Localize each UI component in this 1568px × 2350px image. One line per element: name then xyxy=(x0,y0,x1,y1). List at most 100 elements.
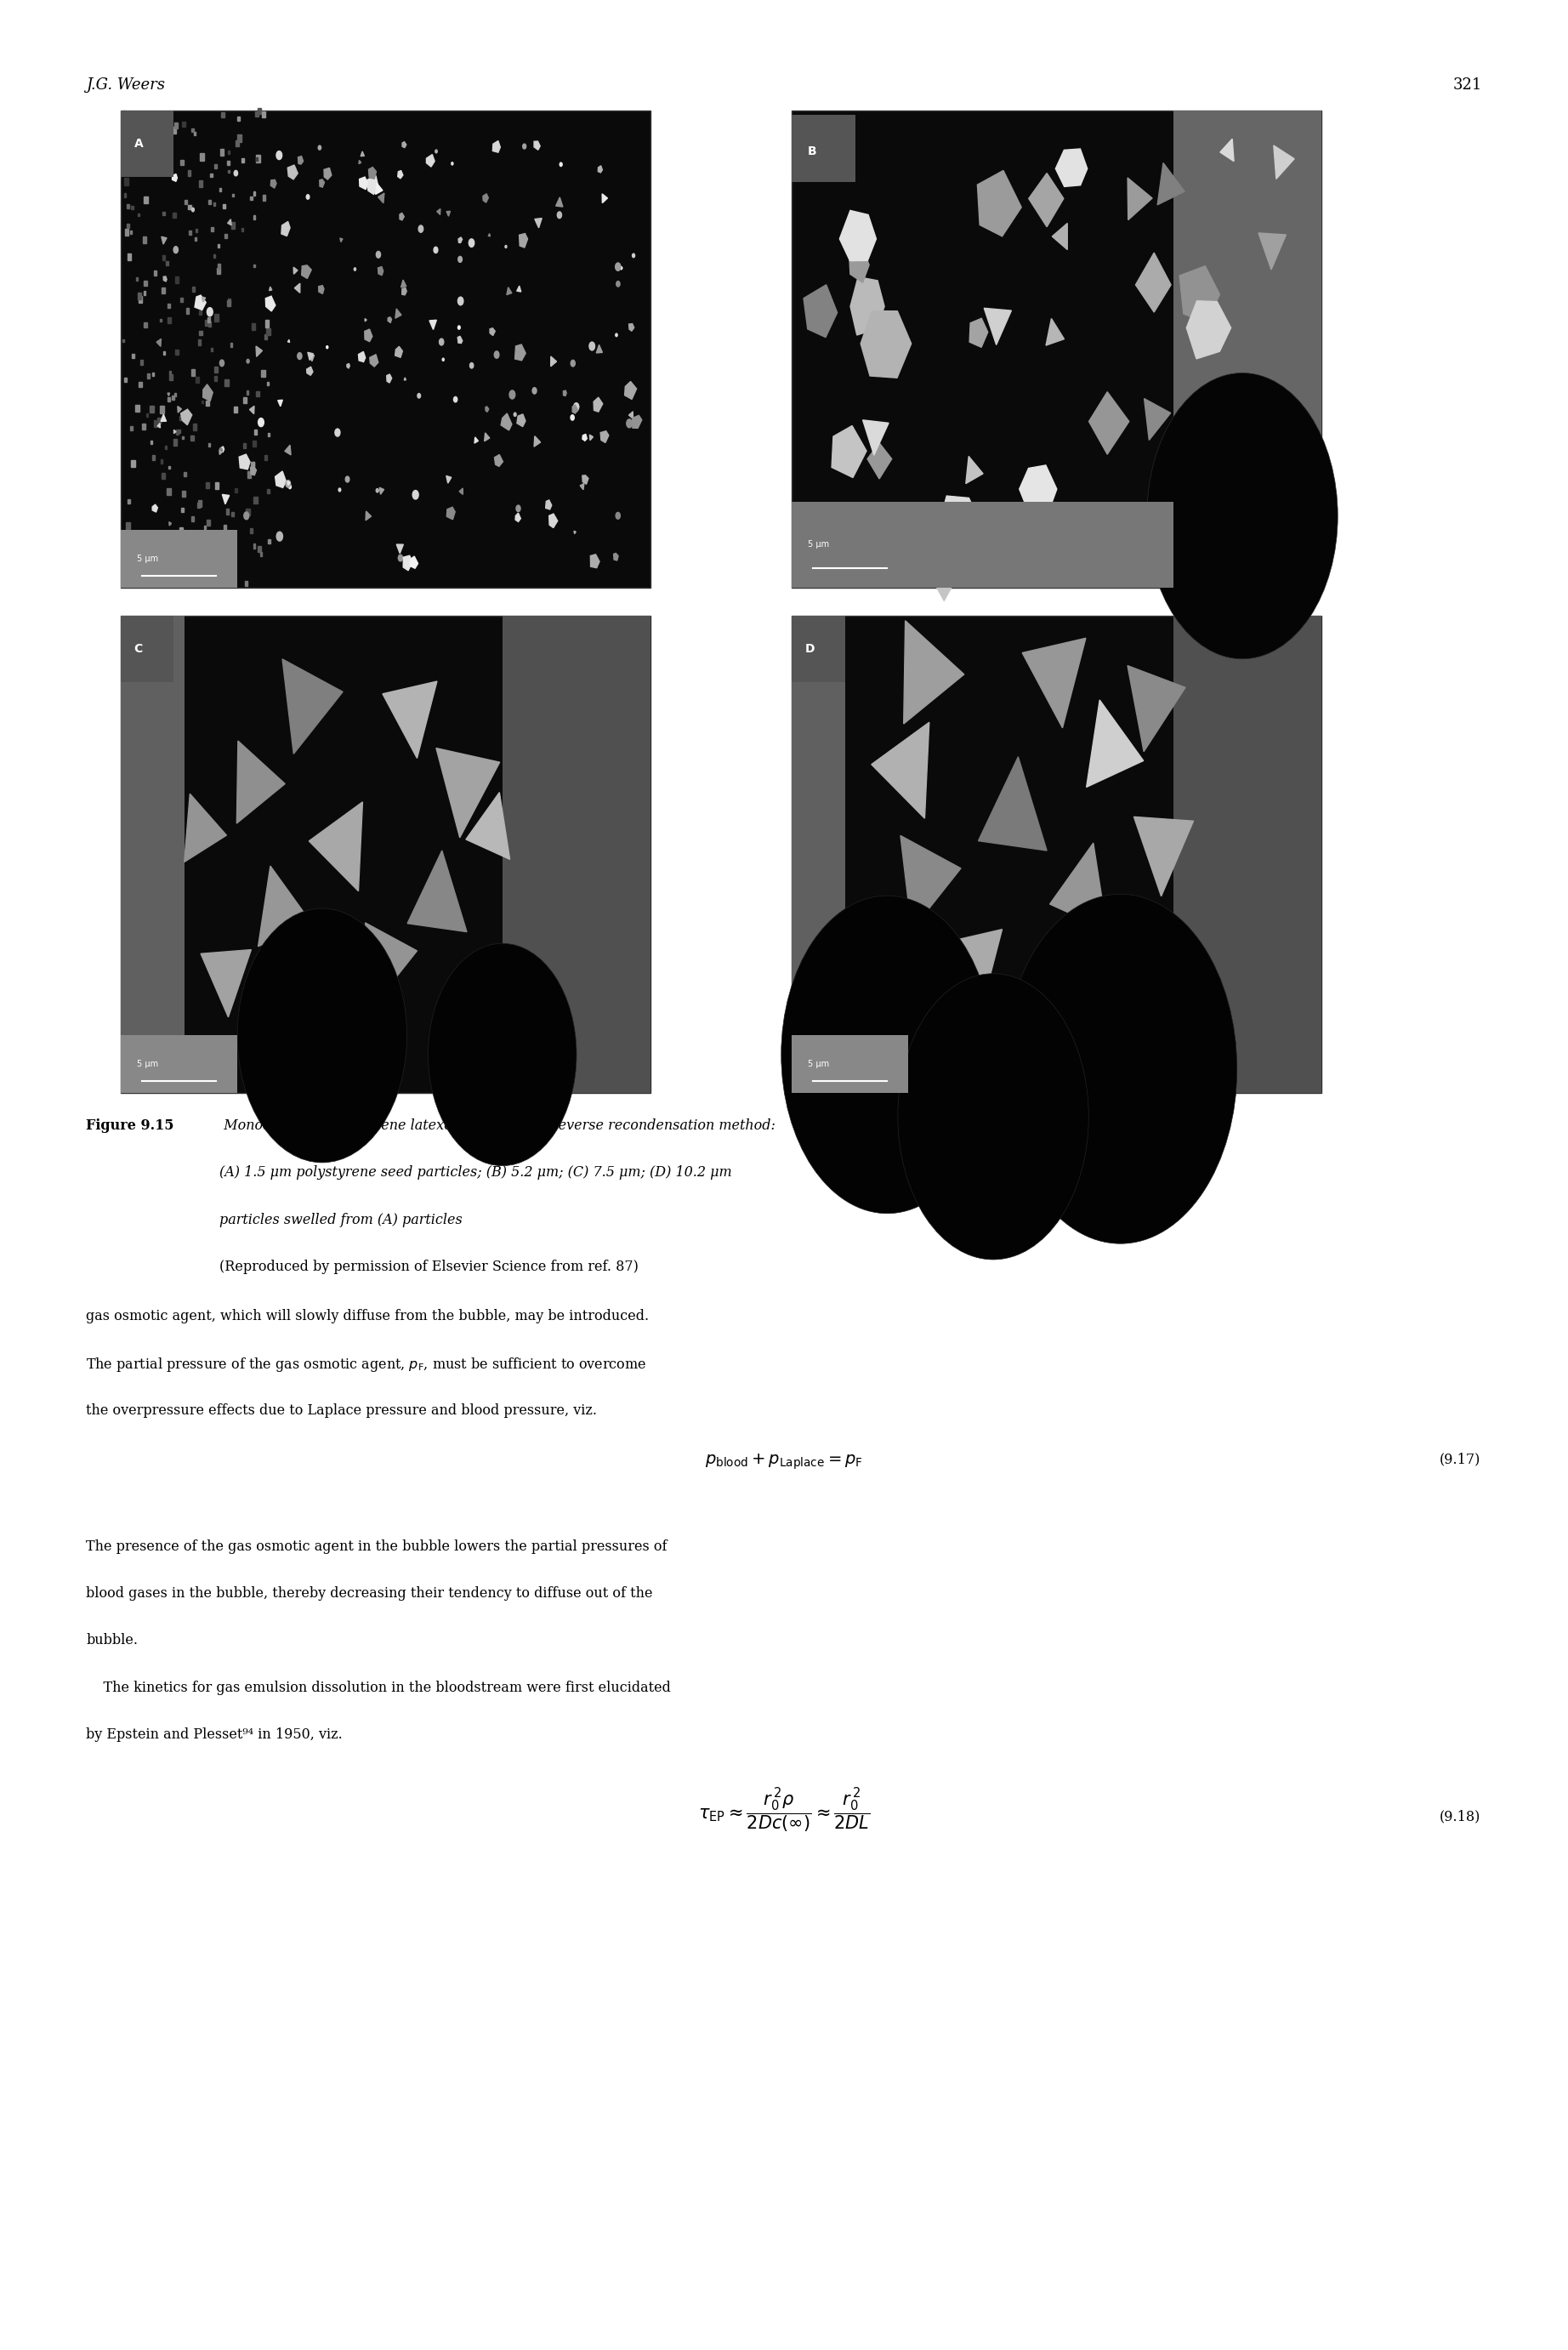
Polygon shape xyxy=(594,397,602,411)
Text: A: A xyxy=(133,139,143,150)
Bar xyxy=(1173,616,1322,1093)
Text: D: D xyxy=(804,644,815,656)
Circle shape xyxy=(627,418,632,428)
Bar xyxy=(201,400,202,404)
Polygon shape xyxy=(359,352,365,362)
Bar xyxy=(227,150,230,155)
Bar xyxy=(243,444,246,449)
Circle shape xyxy=(289,484,292,489)
Bar xyxy=(232,223,235,228)
Bar xyxy=(199,153,204,160)
Polygon shape xyxy=(1029,174,1063,228)
Polygon shape xyxy=(403,555,412,571)
Polygon shape xyxy=(831,425,867,477)
Bar xyxy=(124,179,129,186)
Circle shape xyxy=(470,362,474,369)
Polygon shape xyxy=(803,284,837,338)
Bar xyxy=(144,280,147,287)
Bar xyxy=(213,202,215,207)
Bar xyxy=(260,552,262,557)
Circle shape xyxy=(560,162,563,167)
Bar xyxy=(162,254,165,261)
Circle shape xyxy=(326,345,328,348)
Bar xyxy=(205,482,210,489)
Polygon shape xyxy=(403,141,406,148)
Bar xyxy=(232,193,234,197)
Bar xyxy=(199,310,202,315)
Polygon shape xyxy=(969,317,988,348)
Polygon shape xyxy=(572,404,579,414)
Bar xyxy=(157,418,160,423)
Bar xyxy=(151,404,154,411)
Text: particles swelled from (A) particles: particles swelled from (A) particles xyxy=(220,1213,463,1227)
Bar xyxy=(204,524,205,529)
Bar xyxy=(169,371,171,374)
Bar xyxy=(198,503,201,508)
Bar xyxy=(136,277,138,280)
Bar xyxy=(174,392,176,397)
Polygon shape xyxy=(597,167,602,172)
Polygon shape xyxy=(301,266,312,280)
Bar xyxy=(121,110,174,176)
Bar xyxy=(163,350,165,355)
Bar xyxy=(249,529,252,533)
Bar xyxy=(130,425,133,430)
Polygon shape xyxy=(359,176,368,190)
Circle shape xyxy=(574,402,579,411)
Circle shape xyxy=(522,143,525,148)
Polygon shape xyxy=(180,409,191,425)
Text: by Epstein and Plesset⁹⁴ in 1950, viz.: by Epstein and Plesset⁹⁴ in 1950, viz. xyxy=(86,1727,343,1741)
Bar xyxy=(209,200,212,204)
Bar xyxy=(223,524,226,531)
Bar xyxy=(213,254,215,258)
Polygon shape xyxy=(1096,550,1118,580)
Bar xyxy=(256,155,260,162)
Bar xyxy=(268,540,270,543)
Bar xyxy=(209,322,212,327)
Bar xyxy=(157,143,158,148)
Polygon shape xyxy=(519,233,528,247)
Bar xyxy=(138,296,143,303)
Circle shape xyxy=(419,226,423,233)
Polygon shape xyxy=(483,193,488,202)
Bar xyxy=(168,317,171,322)
Bar xyxy=(792,616,845,682)
Bar xyxy=(122,338,124,343)
Text: (9.17): (9.17) xyxy=(1439,1452,1480,1466)
Bar xyxy=(144,322,147,329)
Bar xyxy=(121,1036,237,1093)
Polygon shape xyxy=(378,266,383,275)
Circle shape xyxy=(376,251,381,258)
Bar xyxy=(218,244,220,247)
Polygon shape xyxy=(546,501,552,510)
Bar xyxy=(121,616,651,1093)
Polygon shape xyxy=(395,345,403,357)
Bar xyxy=(251,197,252,200)
Bar xyxy=(256,390,259,397)
Polygon shape xyxy=(202,385,213,402)
Bar xyxy=(216,268,220,275)
Bar xyxy=(160,407,165,414)
Circle shape xyxy=(494,350,499,357)
Bar xyxy=(251,463,254,468)
Bar xyxy=(141,423,146,430)
Polygon shape xyxy=(977,172,1021,237)
Circle shape xyxy=(505,244,506,249)
Circle shape xyxy=(621,266,622,270)
Bar xyxy=(187,308,188,313)
Bar xyxy=(792,115,856,181)
Bar xyxy=(124,193,125,197)
Polygon shape xyxy=(447,508,455,519)
Bar xyxy=(162,472,165,479)
Circle shape xyxy=(510,390,516,400)
Bar xyxy=(130,230,132,235)
Polygon shape xyxy=(549,515,558,529)
Bar xyxy=(154,150,158,157)
Bar xyxy=(224,235,227,237)
Circle shape xyxy=(220,449,223,454)
Bar xyxy=(224,538,227,545)
Text: J.G. Weers: J.G. Weers xyxy=(86,78,165,94)
Polygon shape xyxy=(861,310,911,378)
Circle shape xyxy=(339,489,340,491)
Circle shape xyxy=(354,268,356,270)
